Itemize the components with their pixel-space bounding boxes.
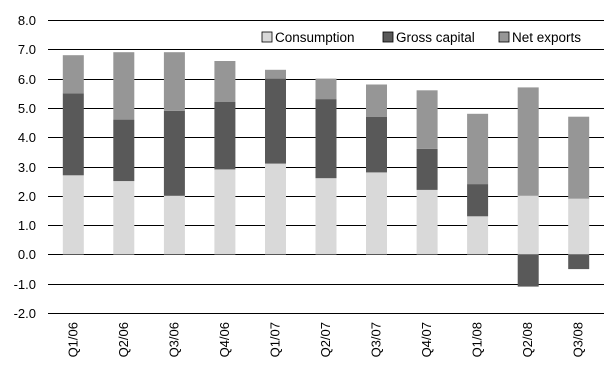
y-tick-label: 6.0 [18,72,36,87]
bar-net-exports [62,55,84,94]
x-tick-label: Q4/06 [217,322,232,357]
x-tick-label: Q2/07 [318,322,333,357]
x-tick-label: Q3/08 [571,322,586,357]
bar-net-exports [214,61,236,102]
x-tick-label: Q2/06 [116,322,131,357]
legend: Consumption Gross capital Net exports [261,30,581,45]
bar-gross-capital [113,119,135,182]
x-tick-label: Q1/07 [267,322,282,357]
bar-consumption [214,169,236,255]
bar-consumption [163,195,185,255]
y-axis-tick-labels: 8.0 7.0 6.0 5.0 4.0 3.0 2.0 1.0 0.0 -1.0 -2.0 [14,13,36,321]
legend-label: Consumption [275,30,355,45]
bar-consumption [265,163,286,255]
legend-label: Net exports [512,30,581,45]
bar-gross-capital [163,110,185,196]
bar-consumption [113,181,135,255]
bar-gross-capital [214,102,236,170]
bar-net-exports [467,113,489,185]
bar-consumption [517,195,539,255]
bar-net-exports [315,78,337,100]
x-tick-label: Q3/07 [369,322,384,357]
x-tick-label: Q1/08 [470,322,485,357]
bar-consumption [416,189,438,255]
x-tick-label: Q3/06 [166,322,181,357]
y-tick-label: 8.0 [18,13,36,28]
legend-label: Gross capital [396,30,475,45]
bar-net-exports [517,87,539,196]
legend-swatch [382,31,394,43]
y-tick-label: -2.0 [14,306,36,321]
y-tick-label: 5.0 [18,101,36,116]
x-axis-tick-labels: Q1/06 Q2/06 Q3/06 Q4/06 Q1/07 Q2/07 Q3/07 Q4/07… [65,322,585,357]
bar-gross-capital [517,254,539,287]
bar-net-exports [416,90,438,149]
bar-consumption [315,178,337,255]
y-tick-label: 1.0 [18,218,36,233]
y-tick-label: 0.0 [18,247,36,262]
bar-consumption [366,172,387,255]
bars [62,52,590,287]
bar-gross-capital [62,93,84,176]
y-tick-label: 3.0 [18,160,36,175]
x-tick-label: Q1/06 [65,322,80,357]
bar-gross-capital [315,99,337,179]
bar-consumption [62,175,84,255]
bar-gross-capital [467,184,489,217]
legend-swatch [261,31,273,43]
bar-gross-capital [416,148,438,190]
bar-net-exports [366,84,387,117]
x-tick-label: Q4/07 [419,322,434,357]
bar-net-exports [113,52,135,120]
bar-net-exports [568,116,590,199]
bar-gross-capital [366,116,387,173]
bar-net-exports [265,69,286,79]
y-tick-label: 2.0 [18,189,36,204]
y-tick-label: 7.0 [18,42,36,57]
bar-consumption [467,216,489,255]
y-tick-label: -1.0 [14,277,36,292]
bar-gross-capital [568,254,590,270]
legend-swatch [498,31,510,43]
bar-gross-capital [265,78,286,164]
y-tick-label: 4.0 [18,130,36,145]
bar-consumption [568,198,590,255]
bar-net-exports [163,52,185,111]
x-tick-label: Q2/08 [520,322,535,357]
